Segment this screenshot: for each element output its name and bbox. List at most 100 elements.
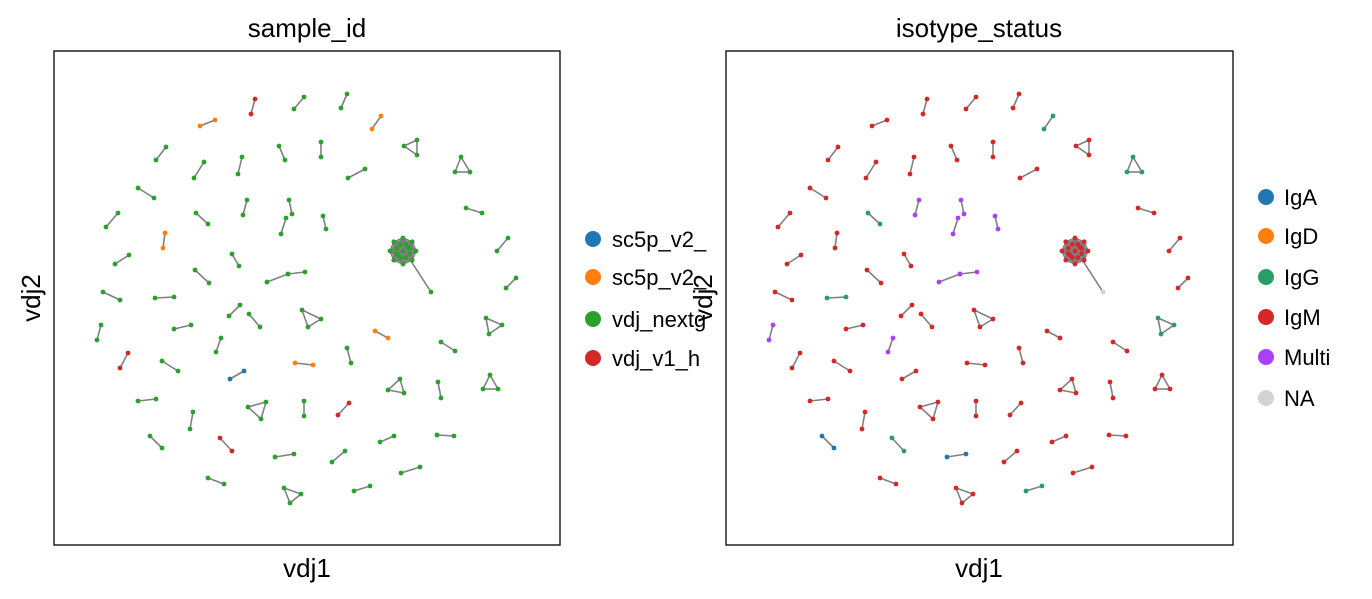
- panel2-edge: [768, 324, 774, 341]
- panel2-node: [995, 226, 1001, 232]
- panel2-edge: [932, 401, 939, 420]
- panel1-edge: [96, 324, 102, 341]
- panel2-edge: [1025, 485, 1043, 492]
- panel1-node: [483, 315, 489, 321]
- panel1-edge: [260, 401, 267, 420]
- panel1-legend-label-3: vdj_v1_h: [612, 346, 700, 371]
- panel1-edge: [266, 273, 289, 283]
- panel2-node: [884, 117, 890, 123]
- panel2-node: [916, 197, 922, 203]
- panel1-node: [391, 433, 397, 439]
- panel2-legend-label-3: IgM: [1284, 305, 1321, 330]
- panel2-edge: [1051, 435, 1067, 443]
- panel1-node: [438, 395, 444, 401]
- panel2-legend-label-0: IgA: [1284, 185, 1317, 210]
- panel2-node: [913, 368, 919, 374]
- panel2-node: [958, 197, 964, 203]
- panel1-node: [318, 139, 324, 145]
- panel1-node: [310, 362, 316, 368]
- panel2-node: [961, 211, 967, 217]
- panel2-edge: [979, 318, 994, 328]
- panel2-edge: [786, 254, 802, 265]
- panel1-edge: [488, 324, 503, 335]
- panel1-node: [245, 404, 251, 410]
- panel2-edge: [1126, 156, 1134, 173]
- panel2-edge: [1071, 378, 1077, 394]
- panel1-edge: [337, 402, 350, 416]
- panel2-edge: [1132, 156, 1143, 173]
- panel1-node: [452, 169, 458, 175]
- panel1-node: [505, 235, 511, 241]
- panel1-node: [278, 231, 284, 237]
- panel2-edge: [965, 96, 977, 110]
- panel1-node: [244, 197, 250, 203]
- panel2-node: [1086, 137, 1092, 143]
- panel1-node: [494, 248, 500, 254]
- panel1-node: [197, 123, 203, 129]
- panel1-edge: [371, 115, 382, 130]
- panel2-legend-marker-3: [1258, 309, 1274, 325]
- panel2-edges: [768, 93, 1189, 504]
- panel2-edge: [821, 435, 835, 449]
- panel2-node: [1166, 248, 1172, 254]
- panel2-hub-node: [1059, 248, 1065, 254]
- panel1-node: [397, 376, 403, 382]
- panel2-node: [950, 231, 956, 237]
- panel2-node: [862, 409, 868, 415]
- panel2-edge: [887, 337, 894, 353]
- panel1-node: [153, 396, 159, 402]
- panel1-node: [282, 157, 288, 163]
- panel2-node: [963, 106, 969, 112]
- panel1-node: [286, 197, 292, 203]
- panel2-edge: [866, 269, 882, 284]
- panel2-node: [1110, 339, 1116, 345]
- panel1-node: [414, 152, 420, 158]
- panel1-edge: [301, 309, 322, 320]
- panel2-node: [869, 123, 875, 129]
- panel2-node: [1010, 105, 1016, 111]
- panel2-edge: [1059, 378, 1073, 391]
- panel2-edge: [1075, 145, 1090, 156]
- panel2-edge: [1059, 389, 1077, 394]
- panel1-node: [171, 326, 177, 332]
- panel1-edge: [189, 411, 194, 430]
- panel1-legend-marker-0: [585, 231, 601, 247]
- panel1-edge: [346, 347, 352, 364]
- panel1-edge: [193, 161, 205, 179]
- panel1-node: [263, 399, 269, 405]
- panel2-edge: [973, 309, 994, 320]
- panel1-node: [398, 470, 404, 476]
- panel2-node: [1023, 488, 1029, 494]
- panel1-node: [159, 445, 165, 451]
- panel1-edge: [485, 317, 490, 335]
- panel1-node: [246, 311, 252, 317]
- panel2-legend-marker-5: [1258, 390, 1274, 406]
- panel1-node: [487, 372, 493, 378]
- panel1-node: [241, 368, 247, 374]
- panel2-edge: [809, 187, 827, 199]
- panel1-node: [264, 279, 270, 285]
- panel2-edge: [1046, 330, 1061, 339]
- panel1-edge: [242, 199, 248, 216]
- panel1-node: [367, 483, 373, 489]
- panel1-edge: [207, 477, 225, 485]
- panel2-edge: [834, 232, 838, 249]
- panel1-edge: [340, 93, 348, 109]
- panel2-node: [1001, 459, 1007, 465]
- panel1-node: [226, 313, 232, 319]
- panel1-node: [257, 324, 263, 330]
- panel1-edge: [496, 237, 509, 252]
- panel2-node: [973, 398, 979, 404]
- panel2-node: [908, 263, 914, 269]
- panel2-node: [924, 96, 930, 102]
- panel1-node: [301, 94, 307, 100]
- panel2-node: [834, 230, 840, 236]
- panel1-node: [240, 212, 246, 218]
- panel1-node: [159, 358, 165, 364]
- panel2-edge: [955, 487, 963, 504]
- panel1-node: [503, 285, 509, 291]
- panel1-edge: [195, 212, 209, 225]
- panel2-edge: [867, 212, 881, 225]
- panel2-node: [907, 171, 913, 177]
- panel1-edge: [387, 378, 401, 391]
